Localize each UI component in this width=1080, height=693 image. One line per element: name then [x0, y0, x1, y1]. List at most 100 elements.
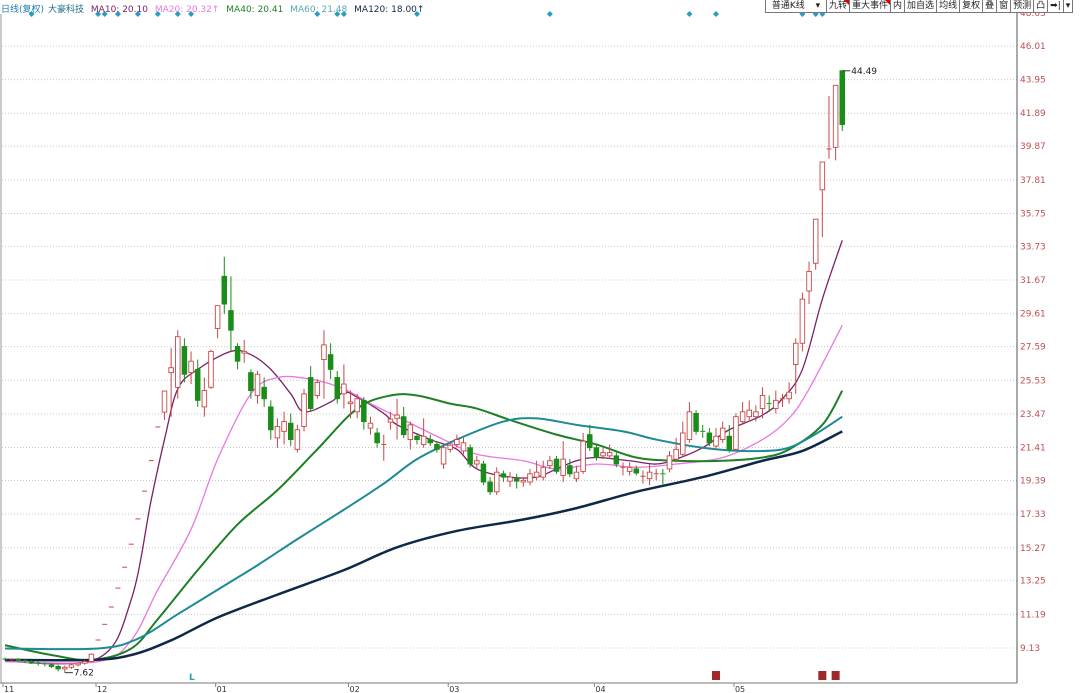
bookmark-icon[interactable]: 凸	[1033, 0, 1049, 13]
more-chevron-down-icon[interactable]: ▾	[1062, 0, 1074, 13]
candle-body	[168, 367, 174, 374]
candle	[719, 421, 726, 443]
candle	[75, 662, 81, 667]
toolbar-button-ma[interactable]: 均线	[936, 0, 961, 13]
candle-body	[474, 460, 480, 465]
candle-body	[314, 381, 321, 396]
ma60-value: MA60: 21.48	[290, 5, 348, 15]
candle	[301, 388, 307, 432]
candle-body	[214, 305, 221, 329]
candle-body	[567, 465, 573, 475]
candle	[620, 462, 626, 476]
chart-type-select[interactable]: 普通K线 ▾	[765, 0, 827, 13]
candle-body	[427, 439, 434, 444]
candle-body	[693, 412, 699, 432]
candle	[700, 424, 706, 438]
candle-body	[321, 344, 327, 361]
event-diamond-icon	[334, 11, 341, 17]
candle	[22, 659, 28, 664]
chevron-down-icon: ▾	[815, 1, 821, 11]
event-diamond-icon	[134, 11, 141, 17]
candle	[480, 460, 487, 486]
candle	[753, 405, 759, 422]
chart-toolbar: 普通K线 ▾ 九转 重大事件 内 加自选 均线 复权 叠 窗 预测 凸 ➡| ▾	[765, 0, 1074, 13]
candle-body	[600, 452, 606, 457]
candle	[367, 416, 374, 435]
bottom-marker-label: L	[189, 673, 195, 683]
candle	[819, 161, 826, 238]
toolbar-button-major-events[interactable]: 重大事件	[849, 0, 892, 13]
candle-body	[793, 342, 799, 365]
candle	[812, 218, 819, 270]
candle	[680, 421, 686, 458]
y-tick-label: 37.81	[1020, 176, 1046, 186]
candle	[88, 653, 95, 663]
candle	[420, 418, 427, 448]
candle	[381, 434, 387, 461]
candle-body	[673, 448, 679, 460]
candle	[81, 659, 88, 665]
candle-body	[221, 275, 228, 305]
event-diamond-icon	[95, 11, 102, 17]
candle	[686, 401, 693, 443]
candle	[427, 434, 434, 447]
toolbar-button-window[interactable]: 窗	[996, 0, 1012, 13]
candle	[493, 467, 500, 496]
candle	[527, 468, 533, 486]
x-tick-label: 04	[595, 685, 605, 693]
candle	[387, 411, 394, 430]
candle	[474, 455, 480, 469]
candle-body	[347, 401, 354, 405]
y-tick-label: 13.25	[1020, 577, 1046, 587]
candle	[454, 434, 460, 448]
candle-body	[812, 218, 819, 264]
y-tick-label: 35.75	[1020, 209, 1046, 219]
ma20-line	[4, 324, 843, 664]
candle-body	[414, 435, 420, 440]
candle	[633, 465, 640, 476]
candle-body	[819, 161, 826, 191]
candle-body	[520, 479, 527, 483]
candle-body	[593, 447, 600, 458]
candle-body	[733, 416, 739, 450]
candle	[739, 401, 746, 425]
candle-body	[241, 350, 247, 354]
candle	[653, 468, 659, 481]
candle	[341, 364, 347, 409]
candle	[55, 664, 61, 672]
candle	[214, 305, 221, 339]
toolbar-button-overlay[interactable]: 叠	[982, 0, 998, 13]
candle-body	[28, 661, 35, 664]
toolbar-button-inner[interactable]: 内	[890, 0, 906, 13]
candle	[194, 359, 201, 407]
y-tick-label: 48.03	[1020, 9, 1046, 19]
event-diamond-icon	[314, 11, 321, 17]
candle-body	[686, 411, 693, 440]
stock-name: 大豪科技	[48, 5, 85, 15]
toolbar-button-forecast[interactable]: 预测	[1010, 0, 1035, 13]
period-label[interactable]: 日线(复权)	[1, 5, 45, 15]
candle-body	[759, 395, 766, 409]
exit-arrow-icon[interactable]: ➡|	[1047, 0, 1064, 13]
candle-body	[387, 418, 394, 423]
candle-body	[713, 435, 719, 447]
y-tick-label: 39.87	[1020, 142, 1046, 152]
candle	[839, 70, 846, 132]
candle	[593, 444, 600, 461]
candle-body	[839, 70, 846, 125]
toolbar-button-jiuzhuan[interactable]: 九转	[826, 0, 851, 13]
x-tick-label: 11	[4, 685, 14, 693]
candle	[733, 413, 739, 451]
toolbar-button-add-watchlist[interactable]: 加自选	[904, 0, 938, 13]
candle	[507, 472, 513, 487]
candle	[460, 437, 467, 455]
candle-body	[175, 336, 181, 388]
candle-body	[493, 471, 500, 493]
candle	[161, 390, 168, 420]
candle-body	[394, 414, 400, 419]
candle-body	[407, 424, 414, 440]
toolbar-button-adjust[interactable]: 复权	[959, 0, 984, 13]
candle	[2, 657, 8, 661]
ma40-line	[4, 390, 844, 662]
